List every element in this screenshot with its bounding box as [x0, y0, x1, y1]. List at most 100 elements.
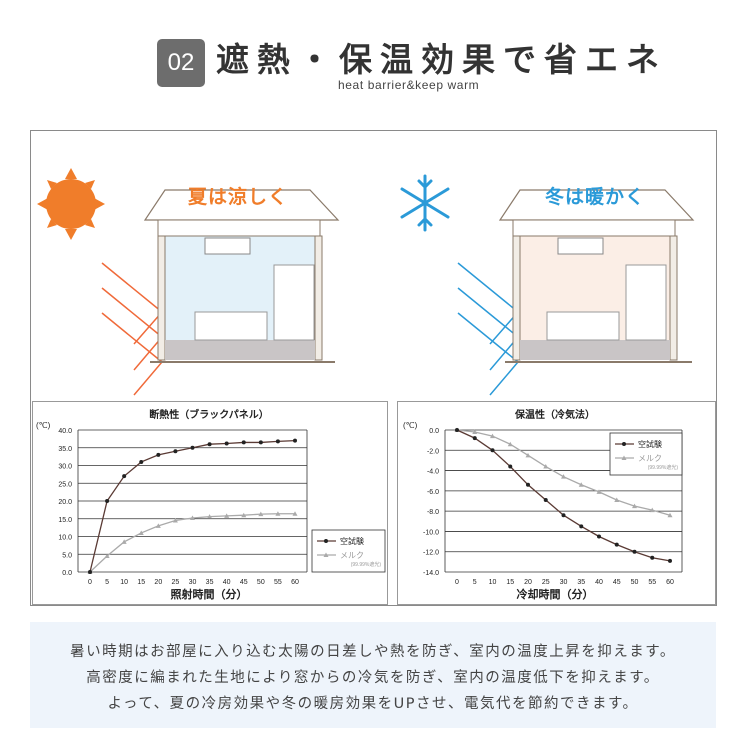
y-axis-unit: (℃)	[36, 421, 51, 430]
section-number-badge: 02	[157, 39, 205, 87]
data-point	[614, 497, 620, 502]
data-point	[121, 539, 127, 544]
y-tick-label: -2.0	[427, 448, 439, 455]
y-tick-label: -14.0	[423, 570, 439, 577]
data-point	[667, 512, 673, 518]
winter-label: 冬は暖かく	[545, 186, 646, 208]
data-point	[490, 433, 495, 439]
description-line: よって、夏の冷房効果や冬の暖房効果をUPさせ、電気代を節約できます。	[107, 696, 639, 712]
data-point	[650, 555, 655, 560]
data-point	[190, 445, 195, 450]
data-point	[172, 518, 178, 523]
legend-note: (99.99%遮光)	[351, 561, 382, 568]
snowflake-icon	[400, 174, 450, 232]
data-point	[543, 464, 549, 469]
charts: 断熱性（ブラックパネル） (℃) 0.0 5.0 10.0 15.0 20.0 25.0 30.…	[36, 408, 683, 601]
data-point	[122, 474, 127, 479]
winter-house	[498, 189, 695, 363]
x-tick-label: 35	[206, 579, 214, 586]
y-tick-label: 15.0	[58, 517, 72, 524]
data-point	[258, 440, 263, 445]
data-point	[173, 449, 178, 454]
data-point	[561, 513, 566, 518]
x-tick-label: 45	[613, 579, 621, 586]
data-point	[455, 428, 459, 432]
x-tick-label: 10	[120, 579, 128, 586]
y-tick-label: 10.0	[58, 535, 72, 542]
x-tick-label: 30	[189, 579, 197, 586]
summer-house	[143, 189, 340, 363]
data-point	[207, 442, 212, 447]
legend-box	[609, 432, 683, 476]
summer-label: 夏は涼しく	[188, 186, 289, 208]
data-point	[526, 482, 530, 487]
data-point	[472, 429, 478, 435]
description-line: 暑い時期はお部屋に入り込む太陽の日差しや熱を防ぎ、室内の温度上昇を抑えます。	[70, 644, 676, 660]
x-axis-label: 冷却時間（分）	[517, 587, 594, 601]
data-point	[155, 523, 161, 528]
y-tick-label: 25.0	[58, 481, 72, 488]
x-tick-label: 20	[524, 579, 532, 586]
data-point	[596, 489, 602, 494]
series-line	[89, 513, 295, 573]
x-tick-label: 40	[595, 579, 603, 586]
y-tick-label: 5.0	[62, 552, 72, 559]
x-tick-label: 5	[473, 579, 477, 586]
data-point	[668, 558, 672, 563]
x-tick-label: 5	[105, 579, 109, 586]
y-tick-label: 35.0	[58, 446, 72, 453]
data-point	[632, 549, 637, 554]
data-point	[561, 474, 566, 479]
data-point	[614, 542, 619, 547]
data-point	[490, 448, 495, 453]
data-point	[293, 438, 297, 443]
data-point	[275, 439, 280, 444]
legend-marker	[324, 539, 328, 543]
y-tick-label: 0.0	[62, 570, 72, 577]
series-line	[89, 440, 296, 573]
x-tick-label: 40	[223, 579, 231, 586]
x-tick-label: 60	[291, 579, 299, 586]
y-tick-label: 0.0	[429, 428, 439, 435]
data-point	[508, 464, 513, 469]
data-point	[597, 534, 601, 539]
data-point	[224, 441, 229, 446]
x-tick-label: 30	[560, 579, 568, 586]
sun-icon	[37, 168, 105, 240]
legend-marker	[323, 552, 329, 557]
data-point	[543, 497, 548, 502]
y-axis-unit: (℃)	[403, 421, 418, 430]
y-tick-label: -6.0	[427, 489, 439, 496]
data-point	[241, 512, 247, 518]
y-tick-label: 40.0	[58, 428, 72, 435]
illustration-panel	[30, 130, 717, 606]
data-point	[472, 436, 477, 441]
chart-title: 保温性（冷気法）	[514, 408, 595, 421]
data-point	[292, 511, 298, 516]
y-tick-label: -4.0	[427, 469, 439, 476]
x-tick-label: 25	[542, 579, 550, 586]
data-point	[207, 514, 213, 519]
x-tick-label: 60	[666, 579, 674, 586]
data-point	[507, 441, 513, 447]
y-tick-label: -8.0	[427, 509, 439, 516]
data-point	[104, 553, 110, 559]
page-title: 遮熱・保温効果で省エネ	[216, 40, 667, 79]
y-tick-label: 20.0	[58, 499, 72, 506]
x-tick-label: 0	[455, 579, 459, 586]
x-tick-label: 55	[274, 579, 282, 586]
data-point	[525, 452, 531, 458]
house-illustrations	[37, 168, 695, 396]
data-point	[224, 513, 230, 518]
page-subtitle: heat barrier&keep warm	[338, 78, 480, 92]
data-point	[632, 503, 637, 509]
y-tick-label: -12.0	[423, 550, 439, 557]
x-tick-label: 50	[631, 579, 639, 586]
data-point	[275, 511, 281, 516]
y-tick-label: 30.0	[58, 464, 72, 471]
x-tick-label: 15	[137, 579, 145, 586]
data-point	[88, 570, 92, 574]
x-tick-label: 10	[489, 579, 497, 586]
data-point	[156, 452, 161, 457]
data-point	[190, 515, 195, 521]
